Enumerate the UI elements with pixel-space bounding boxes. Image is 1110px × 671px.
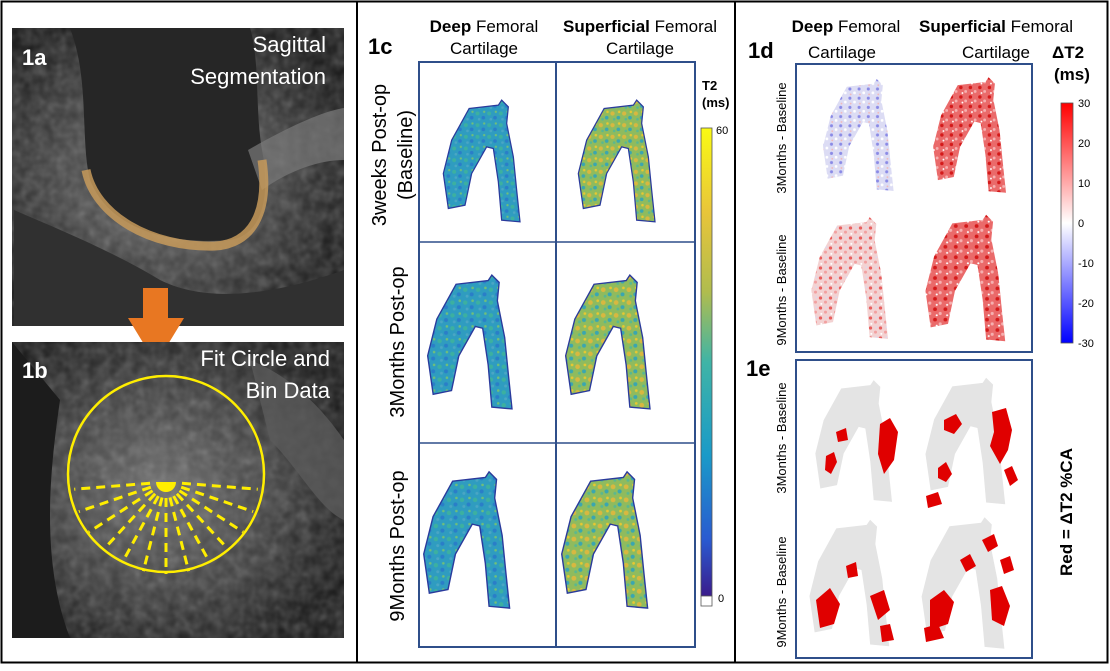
colorbar-max-1c: 60 [716, 125, 728, 137]
colorbar-unit-1c: (ms) [702, 95, 729, 110]
femur-shape [70, 28, 266, 241]
caption-1b-line1: Fit Circle and [200, 346, 330, 371]
colorbar-tick-label: -20 [1078, 298, 1094, 310]
row-label-1d-2: 9Months - Baseline [774, 234, 789, 345]
col-header-sup-1c-line2: Cartilage [606, 39, 674, 58]
bin-line [175, 492, 230, 551]
caption-1a-line1: Sagittal [253, 32, 326, 57]
panel-1b: 1b Fit Circle and Bin Data [12, 342, 344, 638]
col-header-deep-1c: Deep Femoral [430, 17, 539, 36]
row-label-1c-1-line2: (Baseline) [395, 110, 417, 200]
col-header-deep-1d: Deep Femoral [792, 17, 901, 36]
bin-line [168, 497, 191, 572]
row-label-1e-1: 3Months - Baseline [774, 382, 789, 493]
bin-line [74, 481, 151, 491]
colorbar-title-1c: T2 [702, 78, 717, 93]
panel-label-1d: 1d [748, 38, 774, 63]
col-header-sup-1d-line2: Cartilage [962, 43, 1030, 62]
bin-line [78, 485, 152, 513]
panel-1c: 1c Deep Femoral Cartilage Superficial Fe… [368, 17, 729, 648]
caption-1b-line2: Bin Data [246, 378, 331, 403]
panel-label-1b: 1b [22, 358, 48, 383]
colorbar-tick-label: 10 [1078, 178, 1090, 190]
tibia-shape [14, 210, 344, 326]
row-label-1c-2: 3Months Post-op [387, 266, 409, 417]
caption-1a-line2: Segmentation [190, 64, 326, 89]
row-label-1d-1: 3Months - Baseline [774, 82, 789, 193]
panel-1e: 1e 3Months - Baseline 9Month [746, 356, 1076, 659]
bin-line [180, 485, 254, 513]
significant-change-regions [816, 408, 1018, 642]
bin-line [178, 489, 244, 534]
panel-1a: 1a Sagittal Segmentation [12, 28, 344, 326]
colorbar-unit-1d: (ms) [1054, 65, 1090, 84]
colorbar-tick-label: -30 [1078, 338, 1094, 350]
col-header-deep-1c-line2: Cartilage [450, 39, 518, 58]
legend-red-side-label: Red = ΔT2 %CA [1057, 448, 1076, 576]
down-arrow-icon [128, 288, 184, 364]
bin-line [120, 495, 160, 564]
radial-bins [74, 481, 258, 574]
colorbar-t2 [700, 127, 713, 597]
panel-label-1e: 1e [746, 356, 770, 381]
colorbar-delta-t2 [1060, 102, 1074, 344]
col-header-sup-1c: Superficial Femoral [563, 17, 717, 36]
colorbar-tick-label: 20 [1078, 138, 1090, 150]
row-label-1c-1-line1: 3weeks Post-op [369, 84, 391, 226]
colorbar-ticks-1d: 30 20 10 0 -10 -20 -30 [1078, 98, 1094, 350]
colorbar-tick-label: 0 [1078, 218, 1084, 230]
colorbar-title-1d: ΔT2 [1052, 43, 1084, 62]
fit-circle [66, 374, 266, 574]
bin-line [88, 489, 154, 534]
bin-line [172, 495, 212, 564]
panel-label-1c: 1c [368, 34, 392, 59]
row-label-1e-2: 9Months - Baseline [774, 536, 789, 647]
colorbar-tick-label: 30 [1078, 98, 1090, 110]
bin-line [181, 481, 258, 491]
colorbar-min-1c: 0 [718, 593, 724, 605]
col-header-deep-1d-line2: Cartilage [808, 43, 876, 62]
panel-1d: 1d Deep Femoral Cartilage Superficial Fe… [748, 17, 1094, 353]
circle-center [156, 482, 176, 492]
colorbar-tick-label: -10 [1078, 258, 1094, 270]
bin-line [141, 497, 164, 572]
col-header-sup-1d: Superficial Femoral [919, 17, 1073, 36]
row-label-1c-3: 9Months Post-op [387, 470, 409, 621]
cartilage-segmentation [81, 159, 269, 251]
bin-line [102, 492, 157, 551]
panel-label-1a: 1a [22, 45, 47, 70]
